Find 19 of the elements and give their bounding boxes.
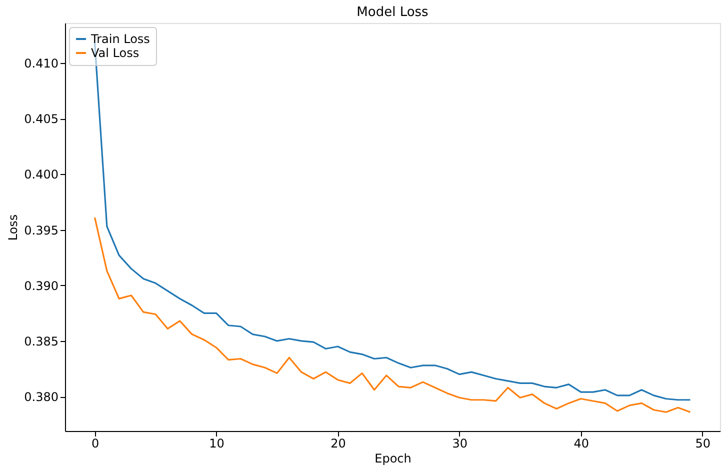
x-tick-label: 10 [209,436,224,450]
y-tick-label: 0.400 [24,168,58,182]
y-tick-label: 0.385 [24,334,58,348]
y-tick-label: 0.380 [24,390,58,404]
chart-title: Model Loss [356,5,429,20]
y-tick-label: 0.395 [24,223,58,238]
x-tick-label: 20 [330,436,346,450]
y-tick-label: 0.410 [24,56,58,71]
y-axis-title: Loss [6,214,20,241]
y-tick-label: 0.405 [24,112,58,126]
x-axis-title: Epoch [374,452,412,466]
x-tick-label: 40 [574,436,589,450]
x-tick-label: 0 [91,436,100,450]
y-tick-label: 0.390 [24,278,58,293]
legend-label: Val Loss [91,46,140,60]
legend-label: Train Loss [90,32,150,46]
line-series [94,216,692,413]
x-tick-label: 30 [452,436,468,450]
x-tick-label: 50 [695,436,711,450]
